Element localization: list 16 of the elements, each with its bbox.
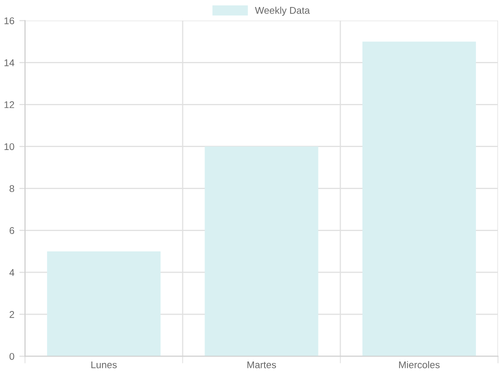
bar xyxy=(362,42,476,356)
x-tick-label: Martes xyxy=(247,361,276,368)
bar xyxy=(47,251,161,356)
y-tick-label: 4 xyxy=(9,269,14,276)
y-tick-label: 0 xyxy=(10,352,14,360)
y-tick-label: 2 xyxy=(10,311,14,318)
y-tick-label: 10 xyxy=(4,143,14,150)
y-tick-label: 16 xyxy=(4,17,14,24)
y-tick-label: 6 xyxy=(10,227,14,234)
y-tick-label: 14 xyxy=(4,59,14,66)
y-tick-label: 8 xyxy=(10,185,14,192)
legend-label: Weekly Data xyxy=(254,6,310,16)
bar xyxy=(204,146,318,356)
y-tick-label: 12 xyxy=(4,101,14,108)
x-tick-label: Miercoles xyxy=(399,361,440,368)
x-tick-label: Lunes xyxy=(91,361,117,368)
